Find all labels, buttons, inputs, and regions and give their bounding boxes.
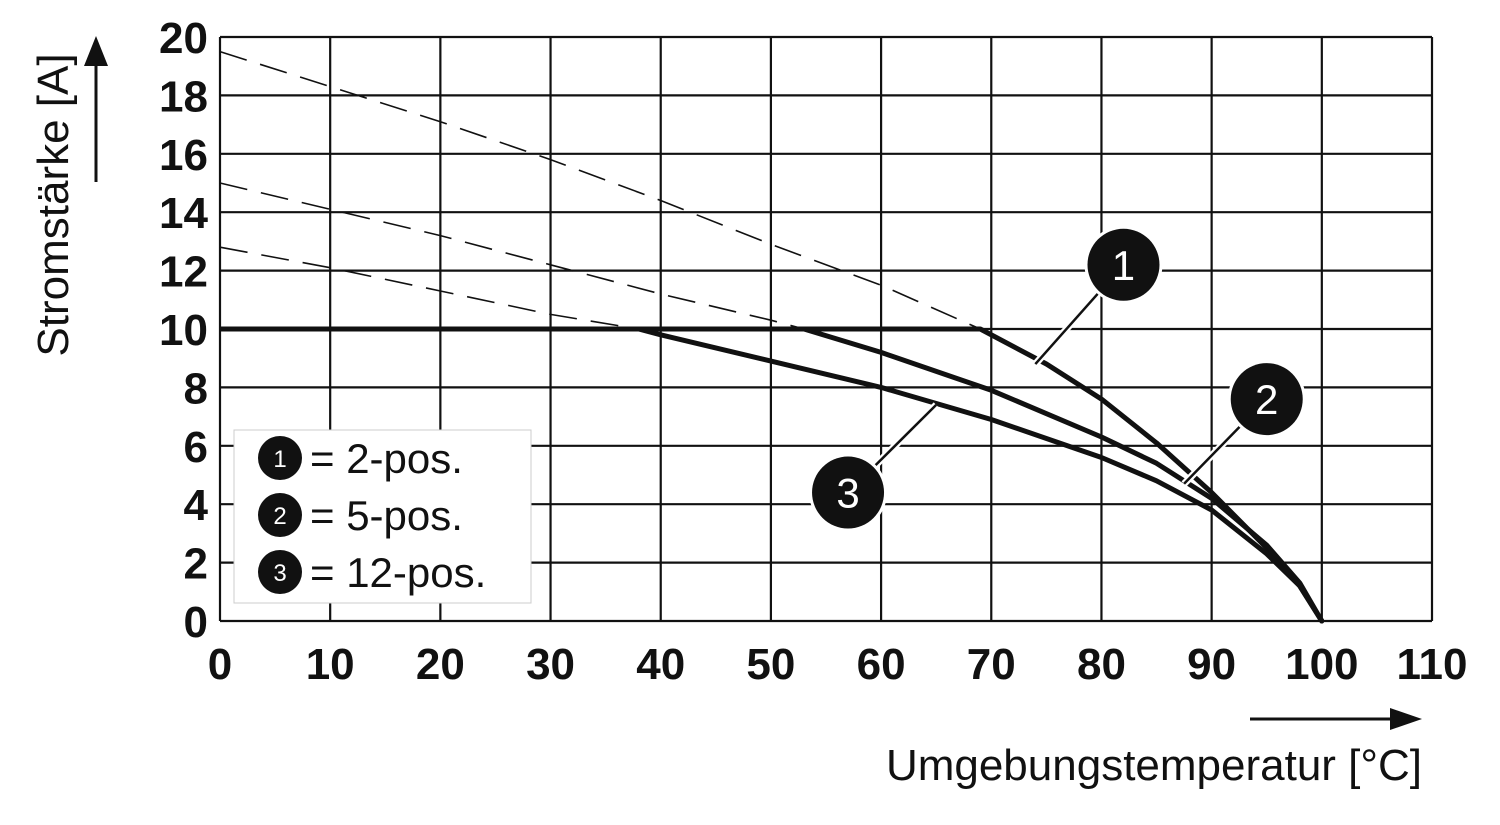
y-tick-label: 20 (159, 14, 208, 63)
legend-entry-text: = 2-pos. (310, 435, 463, 482)
curve-markers: 1 2 3 (809, 225, 1306, 532)
dashed-extensions (219, 50, 981, 330)
legend-entries: 1 = 2-pos. 2 = 5-pos. 3 = 12-pos. (258, 435, 486, 596)
marker-circle-3 (812, 456, 885, 529)
marker-circle-2 (1230, 363, 1303, 436)
x-tick-label: 10 (306, 640, 355, 689)
y-axis-title: Stromstärke [A] (29, 53, 78, 356)
x-axis-arrowhead (1390, 708, 1422, 730)
legend-marker-label: 1 (273, 446, 286, 473)
tick-labels: 0 10 20 30 40 50 60 70 80 90 100 110024681012141618… (159, 14, 1467, 689)
x-tick-label: 40 (636, 640, 685, 689)
x-tick-label: 50 (746, 640, 795, 689)
x-tick-label: 60 (857, 640, 906, 689)
marker-label-2: 2 (1255, 376, 1278, 423)
marker-circle-1 (1087, 228, 1160, 301)
x-tick-label: 90 (1187, 640, 1236, 689)
dashed-extension-series-2 (219, 182, 805, 330)
y-tick-label: 4 (184, 481, 209, 530)
leader-line-3 (874, 404, 938, 467)
legend-marker-3 (258, 550, 302, 594)
y-tick-label: 14 (159, 189, 208, 238)
x-tick-label: 80 (1077, 640, 1126, 689)
y-tick-label: 18 (159, 72, 208, 121)
legend-marker-label: 3 (273, 560, 286, 587)
x-tick-label: 100 (1285, 640, 1358, 689)
leader-line-2 (1183, 425, 1242, 485)
leader-line-1 (1034, 292, 1100, 365)
curve-series-2 (801, 326, 1325, 624)
x-tick-label: 70 (967, 640, 1016, 689)
y-tick-label: 2 (184, 540, 208, 589)
y-tick-label: 0 (184, 598, 208, 647)
x-axis-title: Umgebungstemperatur [°C] (886, 741, 1422, 790)
curve-series-3 (636, 326, 1325, 624)
x-tick-label: 30 (526, 640, 575, 689)
legend-marker-label: 2 (273, 503, 286, 530)
legend-marker-1 (258, 436, 302, 480)
legend-entry-text: = 5-pos. (310, 492, 463, 539)
x-tick-label: 0 (208, 640, 232, 689)
dashed-extension-series-1 (219, 50, 981, 330)
legend-marker-2 (258, 493, 302, 537)
y-axis-arrowhead (84, 36, 108, 66)
dashed-extension-series-3 (219, 246, 639, 330)
derating-curves (220, 326, 1325, 624)
marker-label-1: 1 (1112, 242, 1135, 289)
y-tick-label: 6 (184, 423, 208, 472)
y-tick-label: 12 (159, 248, 208, 297)
legend-box: 1 = 2-pos. 2 = 5-pos. 3 = 12-pos. (233, 429, 532, 604)
x-tick-label: 20 (416, 640, 465, 689)
marker-label-3: 3 (836, 470, 859, 517)
y-tick-label: 10 (159, 306, 208, 355)
y-tick-label: 16 (159, 131, 208, 180)
legend-entry-text: = 12-pos. (310, 549, 486, 596)
x-tick-label: 110 (1397, 640, 1468, 689)
y-tick-label: 8 (184, 364, 208, 413)
